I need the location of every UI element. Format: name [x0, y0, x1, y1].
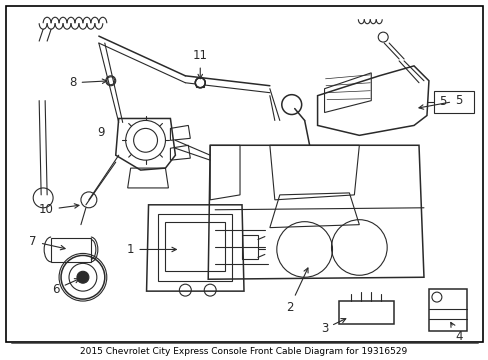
Text: 6: 6 — [52, 279, 79, 296]
Text: 10: 10 — [39, 203, 79, 216]
Text: 8: 8 — [69, 76, 106, 89]
Bar — [51, 238, 91, 262]
Bar — [433, 91, 473, 113]
Text: 2: 2 — [285, 268, 307, 314]
Text: 7: 7 — [29, 235, 65, 250]
Text: 3: 3 — [320, 319, 345, 336]
Text: 1: 1 — [127, 243, 176, 256]
Text: 9: 9 — [97, 126, 104, 139]
Text: 2015 Chevrolet City Express Console Front Cable Diagram for 19316529: 2015 Chevrolet City Express Console Fron… — [80, 347, 407, 356]
Text: 5: 5 — [438, 95, 446, 108]
Text: 11: 11 — [192, 49, 207, 79]
Circle shape — [195, 78, 205, 88]
Text: 4: 4 — [450, 323, 462, 343]
Bar — [196, 79, 204, 87]
Text: 5: 5 — [418, 94, 462, 109]
Circle shape — [77, 271, 89, 283]
Bar — [428, 289, 466, 331]
